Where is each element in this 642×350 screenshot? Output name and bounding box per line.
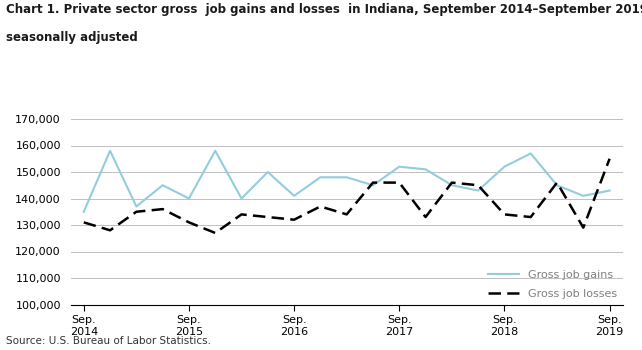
Gross job gains [80, 210, 87, 214]
Gross job gains [501, 164, 508, 169]
Gross job losses [527, 215, 535, 219]
Gross job losses [395, 181, 403, 185]
Gross job gains [369, 183, 377, 187]
Gross job losses [185, 220, 193, 224]
Gross job gains [448, 183, 456, 187]
Text: Source: U.S. Bureau of Labor Statistics.: Source: U.S. Bureau of Labor Statistics. [6, 336, 211, 346]
Gross job gains [106, 149, 114, 153]
Gross job losses [580, 225, 587, 230]
Gross job gains [580, 194, 587, 198]
Gross job gains [211, 149, 219, 153]
Gross job gains [606, 188, 614, 193]
Gross job gains [343, 175, 351, 180]
Gross job losses [211, 231, 219, 235]
Gross job losses [343, 212, 351, 217]
Gross job losses [290, 218, 298, 222]
Gross job gains [290, 194, 298, 198]
Gross job losses [501, 212, 508, 217]
Gross job losses [606, 157, 614, 161]
Gross job gains [185, 196, 193, 201]
Gross job losses [132, 210, 140, 214]
Gross job gains [264, 170, 272, 174]
Line: Gross job losses: Gross job losses [83, 159, 610, 233]
Gross job losses [474, 183, 482, 187]
Gross job losses [264, 215, 272, 219]
Gross job losses [422, 215, 429, 219]
Gross job losses [448, 181, 456, 185]
Gross job losses [159, 207, 166, 211]
Legend: Gross job gains, Gross job losses: Gross job gains, Gross job losses [488, 270, 617, 299]
Gross job gains [422, 167, 429, 172]
Gross job gains [132, 204, 140, 209]
Gross job gains [238, 196, 245, 201]
Gross job losses [553, 181, 561, 185]
Gross job gains [317, 175, 324, 180]
Gross job gains [474, 188, 482, 193]
Gross job losses [106, 228, 114, 232]
Gross job gains [395, 164, 403, 169]
Text: Chart 1. Private sector gross  job gains and losses  in Indiana, September 2014–: Chart 1. Private sector gross job gains … [6, 4, 642, 16]
Gross job losses [369, 181, 377, 185]
Gross job losses [238, 212, 245, 217]
Gross job losses [80, 220, 87, 224]
Gross job gains [527, 151, 535, 155]
Gross job gains [159, 183, 166, 187]
Gross job gains [553, 183, 561, 187]
Line: Gross job gains: Gross job gains [83, 151, 610, 212]
Text: seasonally adjusted: seasonally adjusted [6, 32, 138, 44]
Gross job losses [317, 204, 324, 209]
